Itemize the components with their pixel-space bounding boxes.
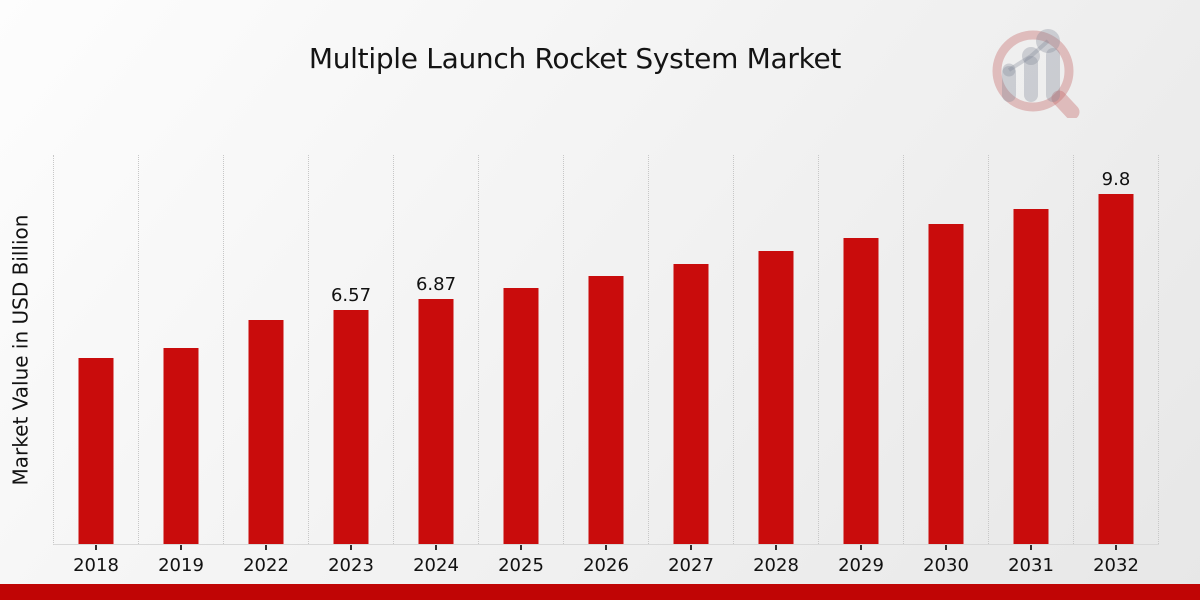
bar (928, 223, 964, 544)
bar (163, 348, 199, 544)
x-tick-label: 2027 (668, 555, 714, 576)
bar-cell: 2029 (819, 155, 904, 576)
bar (78, 358, 114, 544)
x-tick (350, 545, 352, 550)
bar-cell: 2028 (734, 155, 819, 576)
x-tick (775, 545, 777, 550)
x-tick (95, 545, 97, 550)
x-tick-label: 2018 (73, 555, 119, 576)
magnifier-handle (1051, 90, 1080, 120)
x-tick-label: 2022 (243, 555, 289, 576)
x-tick (435, 545, 437, 550)
bar-value-label: 6.87 (415, 273, 457, 295)
bar-cell: 2025 (479, 155, 564, 576)
bar-cell: 2027 (649, 155, 734, 576)
plot-area: 2018 2019 2022 6.57 2023 6.87 2024 2025 2026 2027… (53, 155, 1159, 576)
brand-watermark-logo (985, 20, 1087, 120)
x-tick (605, 545, 607, 550)
bar (1013, 209, 1049, 544)
x-tick (1115, 545, 1117, 550)
y-axis-label-text: Market Value in USD Billion (8, 214, 32, 486)
x-tick (265, 545, 267, 550)
bar-value-label: 6.57 (330, 284, 372, 306)
bar-cell: 2018 (54, 155, 139, 576)
bar (503, 287, 539, 544)
x-tick-label: 2024 (413, 555, 459, 576)
logo-bar-3 (1046, 48, 1060, 102)
bar (248, 319, 284, 544)
logo-dot-3 (1036, 29, 1060, 53)
bar-cell: 2026 (564, 155, 649, 576)
bar-cell: 2031 (989, 155, 1074, 576)
x-tick-label: 2025 (498, 555, 544, 576)
x-tick-label: 2031 (1008, 555, 1054, 576)
x-tick-label: 2032 (1093, 555, 1139, 576)
x-tick (520, 545, 522, 550)
bar-cell: 6.57 2023 (309, 155, 394, 576)
bar (758, 251, 794, 544)
logo-bar-2 (1024, 56, 1038, 102)
bar (418, 298, 454, 544)
bar-cell: 2022 (224, 155, 309, 576)
x-tick (860, 545, 862, 550)
x-tick-label: 2026 (583, 555, 629, 576)
logo-dot-1 (1002, 63, 1016, 77)
x-tick (1030, 545, 1032, 550)
y-axis-label: Market Value in USD Billion (0, 155, 40, 545)
bar-cell: 6.87 2024 (394, 155, 479, 576)
bar (588, 275, 624, 544)
x-tick-label: 2029 (838, 555, 884, 576)
x-tick (690, 545, 692, 550)
bar (333, 309, 369, 544)
bar (843, 237, 879, 544)
footer-accent-bar (0, 584, 1200, 600)
x-tick-label: 2023 (328, 555, 374, 576)
bar-cell: 9.8 2032 (1074, 155, 1159, 576)
logo-dot-2 (1022, 47, 1040, 65)
x-tick-label: 2028 (753, 555, 799, 576)
x-tick-label: 2019 (158, 555, 204, 576)
x-tick (945, 545, 947, 550)
x-tick-label: 2030 (923, 555, 969, 576)
magnifier-barchart-icon (992, 29, 1080, 120)
bar (1098, 194, 1134, 544)
bar (673, 263, 709, 544)
chart-title: Multiple Launch Rocket System Market (308, 42, 842, 75)
x-tick (180, 545, 182, 550)
logo-trend-line (1007, 39, 1050, 72)
bar-value-label: 9.8 (1101, 169, 1131, 191)
bar-cell: 2019 (139, 155, 224, 576)
magnifier-ring (992, 30, 1074, 112)
logo-bar-1 (1002, 66, 1016, 102)
bar-cell: 2030 (904, 155, 989, 576)
